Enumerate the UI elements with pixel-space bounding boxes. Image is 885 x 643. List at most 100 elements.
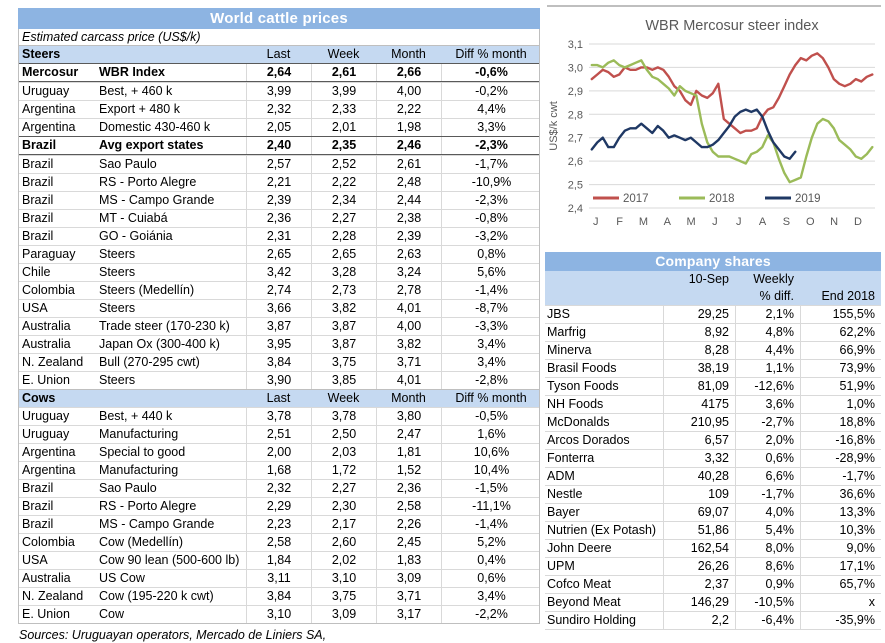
price-row: Brazil MS - Campo Grande 2,23 2,17 2,26 -1,4% xyxy=(19,515,539,533)
company-row: Cofco Meat 2,37 0,9% 65,7% xyxy=(545,575,881,593)
company-weekly-diff-cell: 2,1% xyxy=(735,306,800,323)
item-cell: MS - Campo Grande xyxy=(99,193,215,207)
last-cell: 2,36 xyxy=(246,210,311,227)
country-cell: Brazil xyxy=(22,157,54,171)
company-row: ADM 40,28 6,6% -1,7% xyxy=(545,467,881,485)
company-name-cell: Tyson Foods xyxy=(547,379,619,393)
month-cell: 4,01 xyxy=(376,372,441,389)
month-label: A xyxy=(664,216,672,228)
price-row: Mercosur WBR Index 2,64 2,61 2,66 -0,6% xyxy=(19,63,539,82)
company-end-2018-cell: 1,0% xyxy=(800,396,881,413)
company-shares-panel: Company shares 10-Sep Weekly % diff. End… xyxy=(545,252,881,630)
company-name-cell: JBS xyxy=(547,307,570,321)
item-cell: Steers (Medellín) xyxy=(99,283,195,297)
company-price-cell: 29,25 xyxy=(663,306,735,323)
week-cell: 1,72 xyxy=(311,462,376,479)
diff-cell: -2,3% xyxy=(441,137,541,154)
company-end-2018-cell: 36,6% xyxy=(800,486,881,503)
company-price-cell: 69,07 xyxy=(663,504,735,521)
month-label: M xyxy=(686,216,695,228)
company-price-cell: 40,28 xyxy=(663,468,735,485)
company-name-cell: Nutrien (Ex Potash) xyxy=(547,523,657,537)
item-cell: Cow 90 lean (500-600 lb) xyxy=(99,553,240,567)
country-cell: Brazil xyxy=(22,193,54,207)
company-price-cell: 3,32 xyxy=(663,450,735,467)
month-label: J xyxy=(736,216,742,228)
sources-line-1: Sources: Uruguayan operators, Mercado de… xyxy=(19,628,327,642)
company-weekly-diff-cell: 0,9% xyxy=(735,576,800,593)
price-row: N. Zealand Cow (195-220 k cwt) 3,84 3,75 3,7… xyxy=(19,587,539,605)
diff-cell: -2,2% xyxy=(441,606,541,623)
left-table-subtitle: Estimated carcass price (US$/k) xyxy=(22,30,201,44)
price-row: Australia Japan Ox (300-400 k) 3,95 3,87 3,8… xyxy=(19,335,539,353)
week-cell: 2,17 xyxy=(311,516,376,533)
company-name-cell: Arcos Dorados xyxy=(547,433,630,447)
diff-cell: 0,8% xyxy=(441,246,541,263)
company-weekly-diff-cell: -10,5% xyxy=(735,594,800,611)
last-cell: 2,39 xyxy=(246,192,311,209)
price-row: Uruguay Manufacturing 2,51 2,50 2,47 1,6% xyxy=(19,425,539,443)
section-header-row: Cows Last Week Month Diff % month xyxy=(19,389,539,407)
month-cell: 4,01 xyxy=(376,300,441,317)
company-name-cell: Brasil Foods xyxy=(547,361,617,375)
month-label: O xyxy=(806,216,815,228)
diff-cell: -2,8% xyxy=(441,372,541,389)
diff-cell: -11,1% xyxy=(441,498,541,515)
company-header-end-2018: End 2018 xyxy=(821,289,875,303)
diff-cell: -3,2% xyxy=(441,228,541,245)
company-header-blank-3 xyxy=(545,288,663,305)
company-price-cell: 8,92 xyxy=(663,324,735,341)
item-cell: Steers xyxy=(99,373,136,387)
price-row: Brazil Sao Paulo 2,57 2,52 2,61 -1,7% xyxy=(19,155,539,173)
month-label: M xyxy=(639,216,648,228)
price-row: Australia Trade steer (170-230 k) 3,87 3,87… xyxy=(19,317,539,335)
col-header-week: Week xyxy=(327,391,360,405)
country-cell: Brazil xyxy=(22,499,54,513)
company-end-2018-cell: -16,8% xyxy=(800,432,881,449)
country-cell: Mercosur xyxy=(22,65,79,79)
price-row: Brazil Sao Paulo 2,32 2,27 2,36 -1,5% xyxy=(19,479,539,497)
country-cell: Brazil xyxy=(22,517,54,531)
price-row: USA Steers 3,66 3,82 4,01 -8,7% xyxy=(19,299,539,317)
country-cell: E. Union xyxy=(22,373,70,387)
price-row: Argentina Export + 480 k 2,32 2,33 2,22 4,4% xyxy=(19,100,539,118)
last-cell: 2,40 xyxy=(246,137,311,154)
col-header-month: Month xyxy=(391,391,426,405)
y-tick-label: 2,9 xyxy=(568,86,583,98)
country-cell: Uruguay xyxy=(22,409,70,423)
week-cell: 2,22 xyxy=(311,174,376,191)
diff-cell: -2,3% xyxy=(441,192,541,209)
country-cell: Australia xyxy=(22,337,71,351)
diff-cell: -10,9% xyxy=(441,174,541,191)
diff-cell: 5,2% xyxy=(441,534,541,551)
company-name-cell: Cofco Meat xyxy=(547,577,611,591)
item-cell: WBR Index xyxy=(99,65,165,79)
company-name-cell: Nestle xyxy=(547,487,583,501)
company-price-cell: 81,09 xyxy=(663,378,735,395)
month-cell: 3,71 xyxy=(376,354,441,371)
last-cell: 2,51 xyxy=(246,426,311,443)
country-cell: USA xyxy=(22,301,48,315)
item-cell: Steers xyxy=(99,301,136,315)
col-header-diff: Diff % month xyxy=(455,391,527,405)
last-cell: 3,90 xyxy=(246,372,311,389)
country-cell: Chile xyxy=(22,265,51,279)
company-row: Marfrig 8,92 4,8% 62,2% xyxy=(545,323,881,341)
week-cell: 2,73 xyxy=(311,282,376,299)
item-cell: RS - Porto Alegre xyxy=(99,175,197,189)
item-cell: Steers xyxy=(99,247,136,261)
week-cell: 2,33 xyxy=(311,101,376,118)
company-end-2018-cell: 51,9% xyxy=(800,378,881,395)
diff-cell: -0,6% xyxy=(441,64,541,81)
company-price-cell: 210,95 xyxy=(663,414,735,431)
last-cell: 3,42 xyxy=(246,264,311,281)
last-cell: 1,68 xyxy=(246,462,311,479)
item-cell: Manufacturing xyxy=(99,463,179,477)
company-row: McDonalds 210,95 -2,7% 18,8% xyxy=(545,413,881,431)
last-cell: 3,87 xyxy=(246,318,311,335)
company-price-cell: 8,28 xyxy=(663,342,735,359)
last-cell: 1,84 xyxy=(246,552,311,569)
last-cell: 2,21 xyxy=(246,174,311,191)
last-cell: 3,99 xyxy=(246,83,311,100)
